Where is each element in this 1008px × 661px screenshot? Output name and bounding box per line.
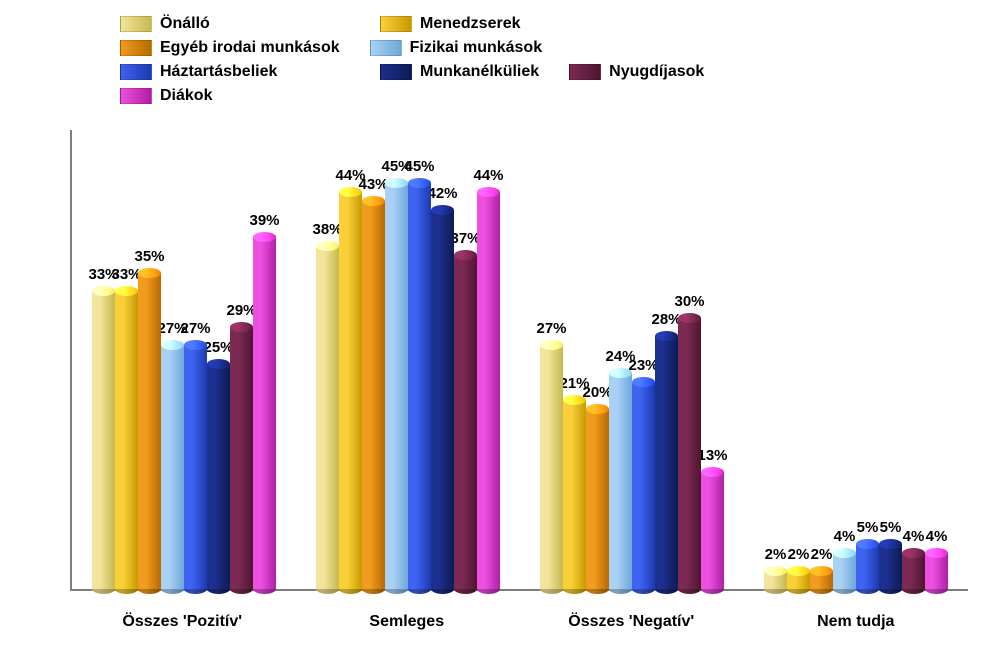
legend-label: Egyéb irodai munkások: [160, 39, 340, 57]
legend-swatch: [120, 88, 152, 104]
legend-label: Nyugdíjasok: [609, 63, 704, 81]
bar: 44%: [339, 192, 362, 589]
bar-groups: 33%33%35%27%27%25%29%39%38%44%43%45%45%4…: [72, 130, 968, 589]
bar: 28%: [655, 336, 678, 589]
bar-group: 38%44%43%45%45%42%37%44%: [296, 130, 520, 589]
bar-value-label: 2%: [765, 546, 787, 563]
bar: 2%: [787, 571, 810, 589]
bar-value-label: 33%: [111, 266, 141, 283]
bar: 43%: [362, 201, 385, 589]
bar: 5%: [879, 544, 902, 589]
bar-value-label: 44%: [473, 167, 503, 184]
x-axis-label: Összes 'Negatív': [519, 613, 744, 631]
bar: 45%: [408, 183, 431, 589]
legend-swatch: [120, 16, 152, 32]
bar: 23%: [632, 382, 655, 589]
bar: 44%: [477, 192, 500, 589]
bar-value-label: 5%: [880, 519, 902, 536]
bar-value-label: 42%: [427, 185, 457, 202]
bars-row: 33%33%35%27%27%25%29%39%: [92, 237, 276, 589]
bar-group: 2%2%2%4%5%5%4%4%: [744, 130, 968, 589]
bar-value-label: 27%: [536, 320, 566, 337]
bar-value-label: 27%: [180, 320, 210, 337]
bar-chart: Önálló Menedzserek Egyéb irodai munkások Fi…: [0, 0, 1008, 661]
bar-value-label: 29%: [226, 302, 256, 319]
legend-swatch: [569, 64, 601, 80]
bar-value-label: 23%: [628, 357, 658, 374]
bar: 4%: [925, 553, 948, 589]
bar-value-label: 2%: [811, 546, 833, 563]
bar-group: 33%33%35%27%27%25%29%39%: [72, 130, 296, 589]
bar: 27%: [161, 345, 184, 589]
bar-value-label: 37%: [450, 230, 480, 247]
bar: 29%: [230, 327, 253, 589]
bar: 24%: [609, 373, 632, 589]
bar-value-label: 38%: [312, 221, 342, 238]
legend-item: Háztartásbeliek: [120, 63, 350, 81]
legend-swatch: [380, 64, 412, 80]
legend-item: Menedzserek: [380, 15, 610, 33]
x-axis-label: Semleges: [295, 613, 520, 631]
bar: 27%: [540, 345, 563, 589]
bar: 38%: [316, 246, 339, 589]
legend-swatch: [120, 40, 152, 56]
bar: 39%: [253, 237, 276, 589]
legend-label: Fizikai munkások: [410, 39, 543, 57]
legend-item: Nyugdíjasok: [569, 63, 799, 81]
bar-value-label: 4%: [834, 528, 856, 545]
bar: 13%: [701, 472, 724, 589]
bar-value-label: 30%: [674, 293, 704, 310]
bar: 4%: [902, 553, 925, 589]
legend-item: Egyéb irodai munkások: [120, 39, 340, 57]
legend-swatch: [120, 64, 152, 80]
legend-swatch: [380, 16, 412, 32]
legend-item: Önálló: [120, 15, 350, 33]
plot-area: 33%33%35%27%27%25%29%39%38%44%43%45%45%4…: [70, 130, 968, 591]
bar: 21%: [563, 400, 586, 589]
bar-value-label: 4%: [903, 528, 925, 545]
x-axis-label: Nem tudja: [744, 613, 969, 631]
bar: 2%: [764, 571, 787, 589]
bar-value-label: 28%: [651, 311, 681, 328]
bar: 30%: [678, 318, 701, 589]
legend-label: Önálló: [160, 15, 210, 33]
bar: 42%: [431, 210, 454, 589]
bars-row: 2%2%2%4%5%5%4%4%: [764, 544, 948, 589]
legend-item: Diákok: [120, 87, 212, 105]
bar: 33%: [115, 291, 138, 589]
bar-value-label: 45%: [404, 158, 434, 175]
bar-value-label: 20%: [582, 384, 612, 401]
bar-value-label: 2%: [788, 546, 810, 563]
legend-item: Munkanélküliek: [380, 63, 539, 81]
bars-row: 27%21%20%24%23%28%30%13%: [540, 318, 724, 589]
bar-value-label: 25%: [203, 339, 233, 356]
bar-value-label: 13%: [697, 447, 727, 464]
bar-group: 27%21%20%24%23%28%30%13%: [520, 130, 744, 589]
legend: Önálló Menedzserek Egyéb irodai munkások Fi…: [120, 15, 880, 111]
legend-label: Menedzserek: [420, 15, 521, 33]
bar: 2%: [810, 571, 833, 589]
bar: 35%: [138, 273, 161, 589]
x-axis-labels: Összes 'Pozitív'SemlegesÖsszes 'Negatív'…: [70, 613, 968, 631]
legend-label: Munkanélküliek: [420, 63, 539, 81]
x-axis-label: Összes 'Pozitív': [70, 613, 295, 631]
bar: 27%: [184, 345, 207, 589]
legend-label: Diákok: [160, 87, 212, 105]
bar: 33%: [92, 291, 115, 589]
legend-item: Fizikai munkások: [370, 39, 600, 57]
bar-value-label: 35%: [134, 248, 164, 265]
bar-value-label: 5%: [857, 519, 879, 536]
bar: 45%: [385, 183, 408, 589]
bar: 25%: [207, 364, 230, 590]
bar-value-label: 43%: [358, 176, 388, 193]
bars-row: 38%44%43%45%45%42%37%44%: [316, 183, 500, 589]
bar-value-label: 39%: [249, 212, 279, 229]
bar: 37%: [454, 255, 477, 589]
legend-label: Háztartásbeliek: [160, 63, 277, 81]
legend-swatch: [370, 40, 402, 56]
bar: 4%: [833, 553, 856, 589]
bar: 20%: [586, 409, 609, 589]
bar-value-label: 4%: [926, 528, 948, 545]
bar: 5%: [856, 544, 879, 589]
